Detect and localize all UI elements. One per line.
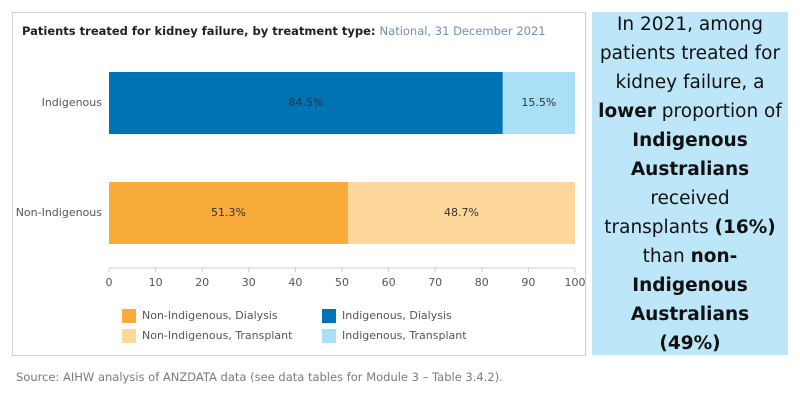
summary-text: In 2021, among patients treated for kidn…	[598, 10, 782, 358]
bar-segment	[502, 72, 575, 134]
x-tick-label: 90	[521, 276, 535, 289]
chart-title: Patients treated for kidney failure, by …	[22, 24, 546, 38]
summary-run: than	[642, 216, 782, 267]
y-tick-label: Indigenous	[42, 96, 103, 109]
value-label: 15.5%	[521, 96, 556, 109]
summary-run: proportion of	[655, 100, 788, 122]
summary-run: lower	[598, 100, 656, 122]
bar-segment	[348, 182, 575, 244]
summary-run: In 2021, among patients treated for kidn…	[599, 13, 786, 93]
legend-swatch	[122, 309, 136, 323]
legend-swatch	[322, 329, 336, 343]
title: Patients treated for kidney failure, by …	[22, 24, 376, 38]
value-label: 84.5%	[288, 96, 323, 109]
x-tick-label: 30	[242, 276, 256, 289]
x-tick-label: 0	[106, 276, 113, 289]
legend-swatch	[122, 329, 136, 343]
x-tick-label: 50	[335, 276, 349, 289]
x-tick-label: 20	[195, 276, 209, 289]
summary-run: Indigenous Australians	[630, 129, 755, 180]
value-label: 51.3%	[211, 206, 246, 219]
bar-segment	[109, 72, 503, 134]
source-note: Source: AIHW analysis of ANZDATA data (s…	[16, 370, 503, 384]
bar-segment	[109, 182, 349, 244]
legend-label: Indigenous, Transplant	[342, 329, 467, 342]
x-tick-label: 80	[475, 276, 489, 289]
y-tick-label: Non-Indigenous	[16, 206, 103, 219]
x-tick-label: 40	[288, 276, 302, 289]
legend-label: Non-Indigenous, Transplant	[142, 329, 293, 342]
summary-panel: In 2021, among patients treated for kidn…	[592, 12, 788, 355]
subtitle: National, 31 December 2021	[380, 24, 546, 38]
x-tick-label: 10	[149, 276, 163, 289]
summary-run: non-Indigenous Australians (49%)	[630, 245, 756, 354]
legend-label: Non-Indigenous, Dialysis	[142, 309, 278, 322]
x-tick-label: 60	[382, 276, 396, 289]
chart: Patients treated for kidney failure, by …	[16, 24, 586, 343]
x-tick-label: 100	[565, 276, 586, 289]
summary-run: (16%)	[714, 216, 776, 238]
value-label: 48.7%	[444, 206, 479, 219]
x-tick-label: 70	[428, 276, 442, 289]
chart-frame	[12, 12, 586, 356]
summary-run: received transplants	[604, 158, 756, 238]
legend-label: Indigenous, Dialysis	[342, 309, 452, 322]
legend-swatch	[322, 309, 336, 323]
